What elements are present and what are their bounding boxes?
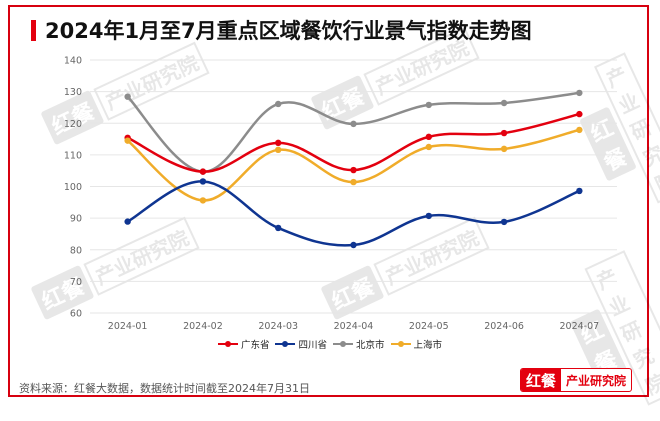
legend-marker-icon <box>333 340 353 348</box>
legend-item[interactable]: 北京市 <box>333 337 385 351</box>
legend-label: 上海市 <box>413 340 443 351</box>
y-tick-label: 110 <box>64 150 82 161</box>
data-point[interactable] <box>350 166 357 174</box>
data-point[interactable] <box>576 110 583 118</box>
y-tick-label: 140 <box>64 56 82 67</box>
title-accent-bar <box>31 20 36 41</box>
y-tick-label: 90 <box>70 214 82 225</box>
series-line <box>126 180 581 247</box>
legend-item[interactable]: 广东省 <box>217 337 270 351</box>
data-point[interactable] <box>425 212 432 220</box>
data-point[interactable] <box>199 168 207 175</box>
data-point[interactable] <box>576 126 583 134</box>
legend-item[interactable]: 四川省 <box>275 337 327 351</box>
data-point[interactable] <box>124 218 131 225</box>
brand-logo: 红餐 <box>521 369 562 391</box>
data-point[interactable] <box>425 133 432 141</box>
data-point[interactable] <box>275 100 282 108</box>
data-point[interactable] <box>500 129 508 137</box>
brand-text: 产业研究院 <box>566 373 627 388</box>
data-point[interactable] <box>275 139 282 147</box>
data-point[interactable] <box>199 178 207 185</box>
x-tick-label: 2024-07 <box>560 321 600 332</box>
legend-marker-icon <box>390 340 411 348</box>
series-line <box>126 128 581 202</box>
legend-item[interactable]: 上海市 <box>390 337 443 351</box>
x-tick-label: 2024-02 <box>183 321 223 332</box>
brand-badge: 红餐 产业研究院 <box>520 368 633 392</box>
data-point[interactable] <box>500 218 508 226</box>
y-tick-label: 70 <box>70 277 82 288</box>
data-point[interactable] <box>199 197 207 204</box>
chart-frame <box>8 5 649 397</box>
source-note: 资料来源：红餐大数据，数据统计时间截至2024年7月31日 <box>19 382 310 395</box>
data-point[interactable] <box>275 146 282 154</box>
line-chart: 60 70 80 90 100 110 120 130 140 2024-01 2024-02 202… <box>64 56 617 332</box>
legend-label: 广东省 <box>240 340 270 351</box>
legend-marker-icon <box>275 340 296 348</box>
x-tick-label: 2024-05 <box>409 321 449 332</box>
x-tick-label: 2024-01 <box>108 321 148 332</box>
y-tick-label: 60 <box>70 309 82 320</box>
y-tick-label: 130 <box>64 87 82 98</box>
x-tick-label: 2024-03 <box>258 321 298 332</box>
data-point[interactable] <box>275 224 282 232</box>
y-tick-label: 100 <box>64 182 82 193</box>
y-tick-label: 80 <box>70 245 82 256</box>
data-point[interactable] <box>425 101 432 109</box>
legend-label: 四川省 <box>298 340 327 351</box>
data-point[interactable] <box>350 178 357 186</box>
data-point[interactable] <box>124 137 131 144</box>
data-point[interactable] <box>500 99 508 107</box>
y-tick-label: 120 <box>64 119 82 130</box>
x-tick-label: 2024-04 <box>334 321 374 332</box>
data-point[interactable] <box>350 241 357 249</box>
data-point[interactable] <box>350 120 357 128</box>
data-point[interactable] <box>576 89 583 97</box>
legend-label: 北京市 <box>356 340 385 351</box>
chart-legend: 广东省 四川省 北京市 上海市 <box>0 337 660 351</box>
x-tick-label: 2024-06 <box>484 321 524 332</box>
data-point[interactable] <box>425 143 432 151</box>
data-point[interactable] <box>576 187 583 195</box>
legend-marker-icon <box>217 340 238 348</box>
data-point[interactable] <box>124 93 131 100</box>
data-point[interactable] <box>500 145 508 153</box>
chart-title: 2024年1月至7月重点区域餐饮行业景气指数走势图 <box>45 19 532 43</box>
